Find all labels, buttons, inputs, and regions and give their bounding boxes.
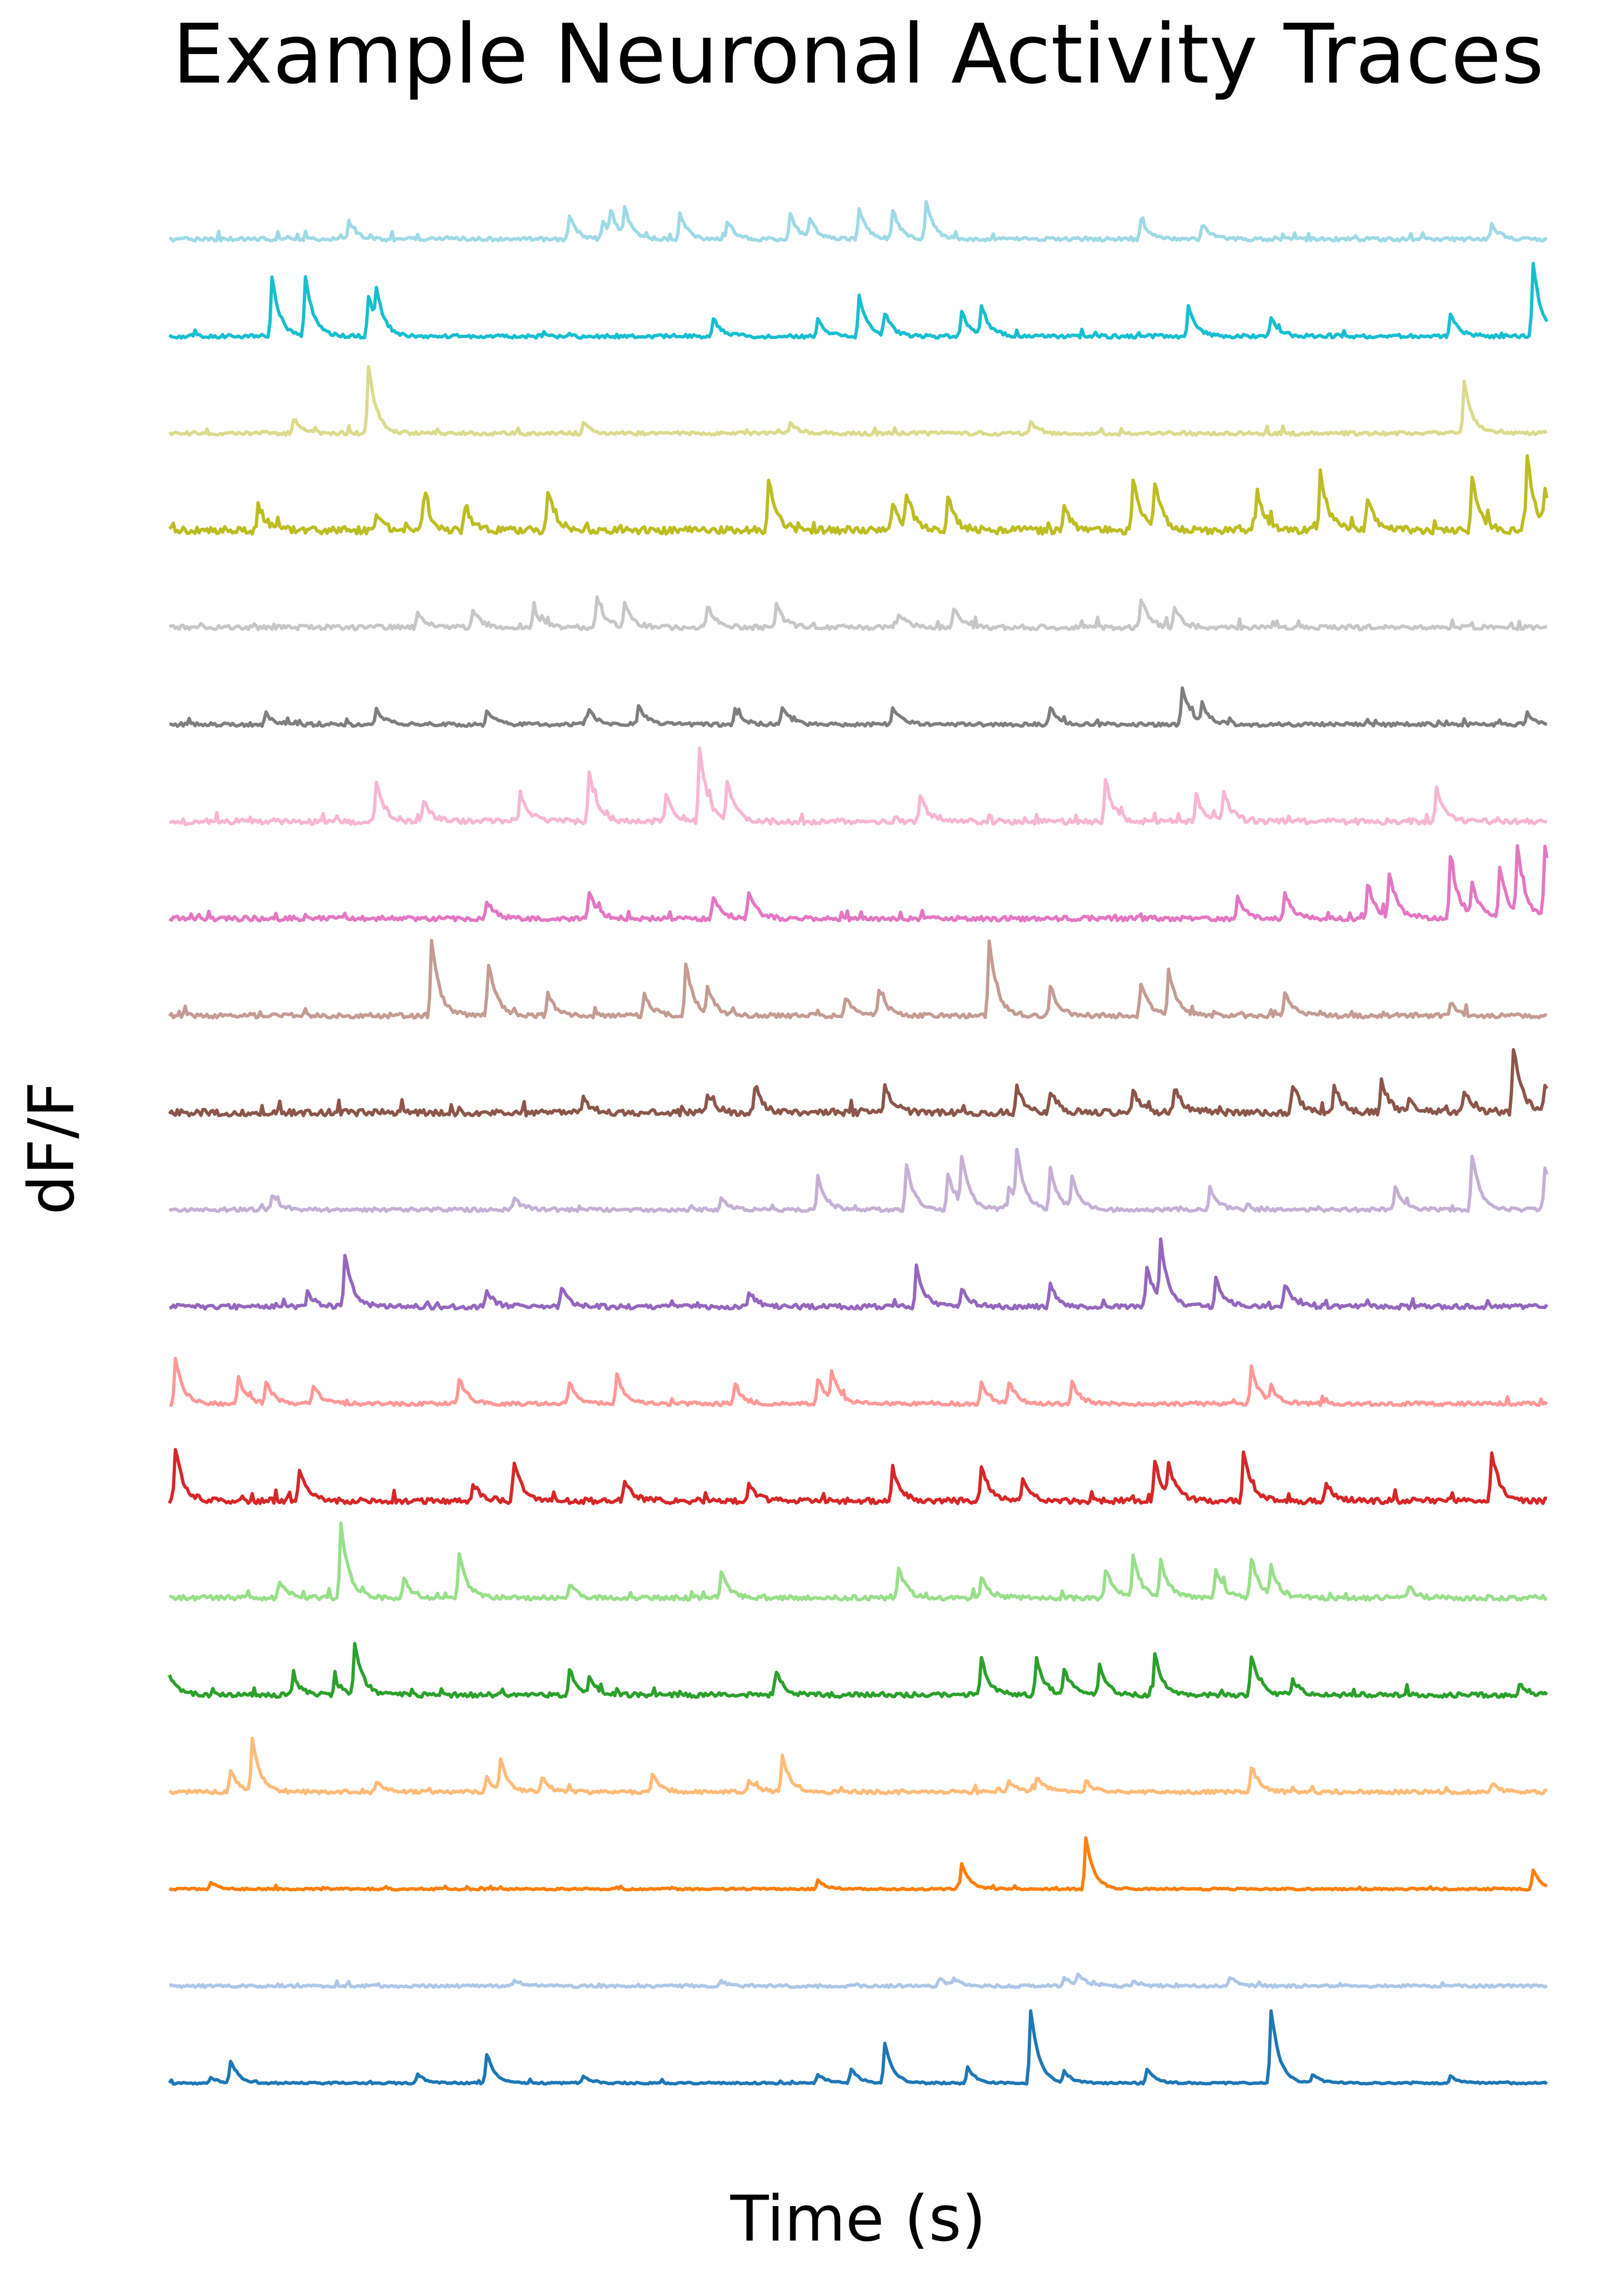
trace-line-17 [168,454,1549,536]
x-axis-label: Time (s) [730,2183,986,2256]
trace-line-4 [168,1736,1547,1795]
trace-line-18 [168,365,1548,437]
trace-line-12 [168,939,1547,1020]
trace-line-19 [168,261,1549,340]
trace-line-9 [168,1237,1549,1311]
trace-line-14 [168,746,1548,826]
chart-title: Example Neuronal Activity Traces [172,7,1544,102]
trace-line-5 [168,1642,1549,1699]
trace-line-2 [169,1972,1548,1989]
trace-line-11 [168,1048,1549,1118]
trace-line-8 [169,1356,1548,1407]
trace-line-6 [168,1521,1547,1602]
trace-line-16 [168,595,1547,631]
trace-line-15 [169,686,1547,728]
trace-line-20 [168,200,1548,243]
trace-line-1 [168,2009,1548,2086]
trace-line-13 [168,844,1549,923]
trace-line-3 [168,1836,1548,1892]
trace-line-10 [168,1148,1549,1213]
trace-line-7 [168,1448,1547,1505]
